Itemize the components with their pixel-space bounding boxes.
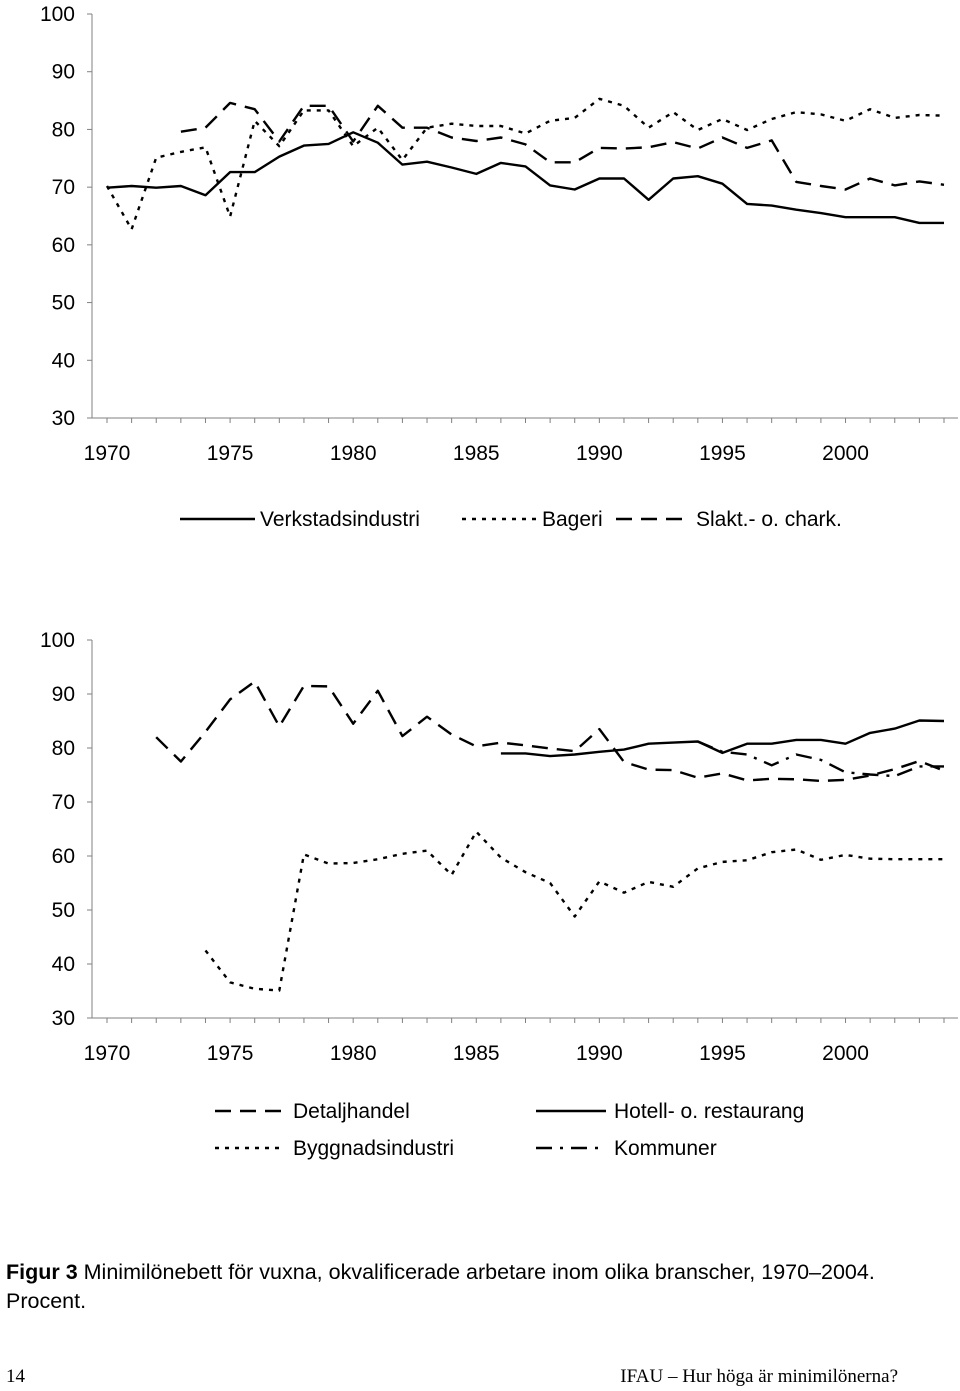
series-line-2 <box>180 101 945 191</box>
x-tick-label: 2000 <box>822 1042 869 1065</box>
y-tick-label: 70 <box>52 176 75 199</box>
x-tick-label: 2000 <box>822 442 869 465</box>
y-tick-label: 80 <box>52 737 75 760</box>
figure-text: Minimilönebett för vuxna, okvalificerade… <box>6 1260 875 1313</box>
series-line-3 <box>697 740 944 778</box>
legend-label: Bageri <box>542 508 603 531</box>
legend-label: Verkstadsindustri <box>260 508 420 531</box>
x-tick-label: 1990 <box>576 442 623 465</box>
series-line-0 <box>106 131 944 225</box>
x-tick-label: 1975 <box>207 1042 254 1065</box>
legend-label: Detaljhandel <box>293 1100 410 1123</box>
chart-bottom: 30 40 50 60 70 80 90 100 1970 1975 1980 1985 1990 199… <box>40 629 958 1160</box>
legend-label: Kommuner <box>614 1137 717 1160</box>
page-number: 14 <box>6 1366 25 1387</box>
y-tick-label: 40 <box>52 349 75 372</box>
y-tick-label: 30 <box>52 407 75 430</box>
y-tick-label: 40 <box>52 953 75 976</box>
y-tick-label: 50 <box>52 292 75 315</box>
y-tick-label: 80 <box>52 118 75 141</box>
y-tick-label: 60 <box>52 234 75 257</box>
running-title: IFAU – Hur höga är minimilönerna? <box>620 1366 898 1387</box>
series-line-0 <box>155 680 945 783</box>
x-tick-label: 1990 <box>576 1042 623 1065</box>
x-tick-label: 1980 <box>330 1042 377 1065</box>
x-tick-label: 1985 <box>453 1042 500 1065</box>
y-tick-label: 60 <box>52 845 75 868</box>
legend-label: Hotell- o. restaurang <box>614 1100 804 1123</box>
x-tick-label: 1970 <box>84 1042 131 1065</box>
x-tick-label: 1980 <box>330 442 377 465</box>
y-tick-label: 30 <box>52 1007 75 1030</box>
figure-label: Figur 3 <box>6 1260 78 1284</box>
series-line-1 <box>204 830 944 992</box>
y-tick-label: 50 <box>52 899 75 922</box>
y-tick-label: 90 <box>52 683 75 706</box>
x-tick-label: 1995 <box>699 442 746 465</box>
legend-label: Byggnadsindustri <box>293 1137 454 1160</box>
y-tick-label: 90 <box>52 61 75 84</box>
legend-label: Slakt.- o. chark. <box>696 508 842 531</box>
y-tick-label: 100 <box>40 3 75 26</box>
x-tick-label: 1985 <box>453 442 500 465</box>
x-tick-label: 1995 <box>699 1042 746 1065</box>
y-tick-label: 70 <box>52 791 75 814</box>
series-line-1 <box>105 97 945 231</box>
y-tick-label: 100 <box>40 629 75 652</box>
x-tick-label: 1975 <box>207 442 254 465</box>
x-tick-label: 1970 <box>84 442 131 465</box>
chart-top: 30 40 50 60 70 80 90 100 1970 1975 1980 1985 1990 199… <box>40 3 958 531</box>
figure-caption: Figur 3 Minimilönebett för vuxna, okvali… <box>6 1258 946 1316</box>
